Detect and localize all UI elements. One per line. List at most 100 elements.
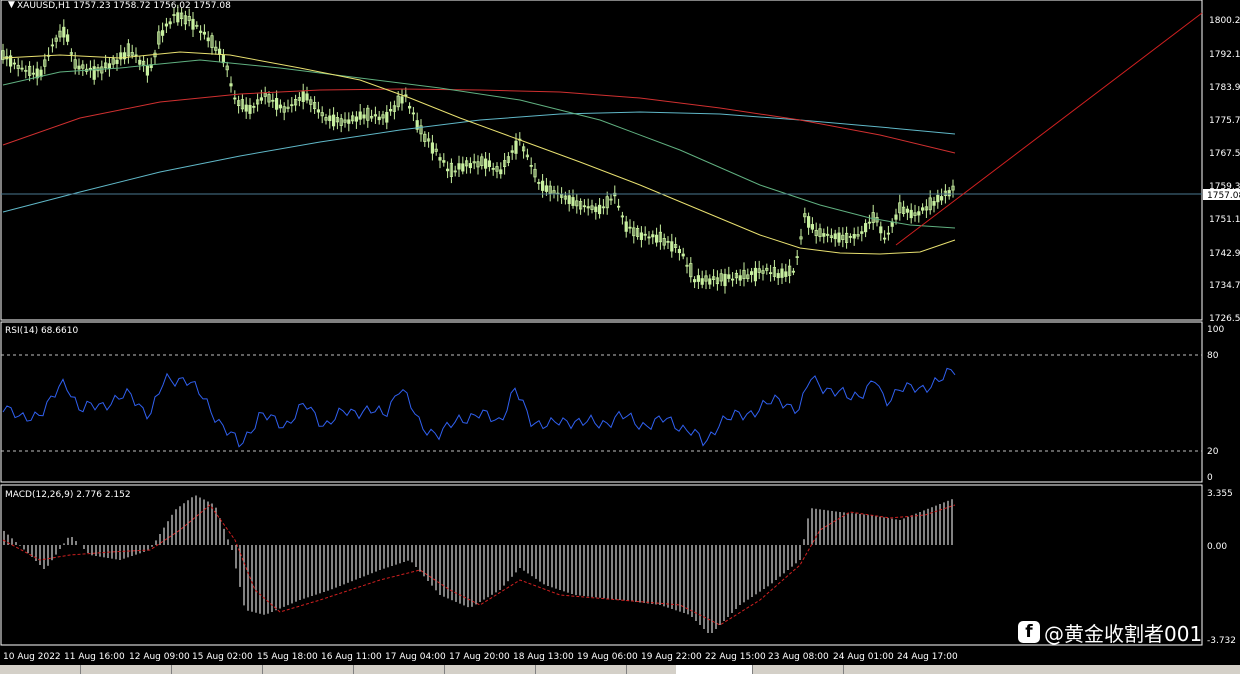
candle-body (104, 62, 108, 69)
price-axis-label: 1792.10 (1209, 50, 1240, 60)
candle-body (814, 229, 818, 237)
rsi-pane[interactable] (0, 321, 1203, 483)
candle-body (164, 23, 168, 27)
candle-body (708, 278, 712, 285)
time-axis-label: 24 Aug 01:00 (833, 652, 894, 662)
candle-body (8, 55, 13, 67)
chart-tab-active[interactable] (676, 665, 753, 674)
chart-tab[interactable] (753, 665, 844, 674)
macd-axis-label: 0.00 (1207, 542, 1227, 552)
rsi-line (2, 367, 956, 448)
candle-body (617, 205, 621, 208)
candle-body (92, 66, 96, 80)
candle-body (438, 157, 442, 161)
main-pane[interactable] (0, 0, 1203, 321)
candle-body (58, 30, 62, 38)
chart-tab[interactable] (81, 665, 172, 674)
time-axis-label: 15 Aug 18:00 (257, 652, 318, 662)
candle-body (571, 197, 575, 206)
candle-body (921, 207, 925, 211)
candle-body (119, 52, 123, 60)
price-axis-label: 1726.50 (1209, 314, 1240, 324)
candle-body (784, 271, 788, 277)
candle-body (658, 231, 663, 243)
chart-tab[interactable] (0, 665, 81, 674)
candle-body (772, 267, 777, 277)
candle-body (818, 228, 822, 238)
candle-body (69, 52, 73, 55)
candle-body (605, 196, 609, 209)
candle-body (712, 276, 716, 280)
candle-body (328, 115, 332, 122)
candle-body (347, 119, 351, 124)
current-price-label: 1757.08 (1207, 191, 1240, 201)
chart-tab[interactable] (263, 665, 354, 674)
candle-body (681, 253, 685, 257)
time-axis-label: 10 Aug 2022 (3, 652, 61, 662)
candle-body (799, 236, 803, 240)
candle-body (905, 208, 910, 213)
candle-body (525, 154, 530, 158)
candle-body (73, 59, 77, 69)
chart-tabs-bar (0, 665, 1240, 674)
candle-body (537, 182, 541, 184)
candle-body (385, 111, 389, 123)
candle-body (123, 52, 127, 60)
collapse-triangle-icon[interactable]: ▼ (8, 0, 15, 10)
price-axis-label: 1767.50 (1209, 149, 1240, 159)
chart-tab[interactable] (354, 665, 445, 674)
candle-body (145, 65, 149, 76)
candle-body (548, 185, 552, 194)
candle-body (594, 206, 598, 213)
macd-pane[interactable] (0, 484, 1203, 646)
candle-body (487, 160, 492, 168)
candle-body (514, 140, 518, 154)
price-candles (1, 4, 955, 294)
candle-body (362, 114, 366, 119)
macd-histogram (3, 495, 953, 633)
candle-body (130, 52, 134, 56)
candle-body (396, 95, 400, 108)
time-axis-label: 16 Aug 11:00 (321, 652, 382, 662)
symbol-header: XAUUSD,H1 1757.23 1758.72 1756.02 1757.0… (17, 1, 231, 11)
candle-body (483, 158, 488, 169)
candle-body (62, 26, 66, 38)
candle-body (381, 114, 385, 119)
candle-body (278, 104, 283, 109)
candle-body (354, 116, 359, 122)
candle-body (563, 195, 568, 200)
candle-body (544, 185, 549, 192)
price-axis-label: 1751.10 (1209, 215, 1240, 225)
candle-body (943, 190, 948, 196)
candle-body (407, 105, 412, 109)
candle-body (662, 238, 666, 246)
time-axis-label: 18 Aug 13:00 (513, 652, 574, 662)
macd-axis-label: -3.732 (1207, 636, 1236, 646)
candle-body (510, 150, 514, 153)
candle-body (415, 120, 419, 130)
candle-body (734, 272, 739, 279)
social-logo-icon: f (1018, 621, 1040, 643)
candle-body (689, 263, 693, 278)
candle-body (529, 164, 533, 167)
candle-body (350, 115, 355, 122)
rsi-header: RSI(14) 68.6610 (5, 326, 78, 336)
time-axis-label: 15 Aug 02:00 (192, 652, 253, 662)
time-axis-label: 19 Aug 22:00 (641, 652, 702, 662)
candle-body (674, 244, 678, 248)
candle-body (31, 72, 36, 75)
trend-line[interactable] (895, 12, 1203, 246)
candle-body (879, 226, 883, 234)
candle-body (894, 214, 898, 220)
time-axis-label: 22 Aug 15:00 (705, 652, 766, 662)
candle-body (445, 168, 450, 172)
candle-body (43, 59, 47, 67)
candle-body (655, 234, 659, 243)
chart-tab[interactable] (536, 665, 627, 674)
chart-tab[interactable] (172, 665, 263, 674)
candle-body (66, 34, 70, 42)
candle-body (833, 233, 837, 240)
candle-body (829, 235, 834, 238)
chart-tab[interactable] (445, 665, 536, 674)
